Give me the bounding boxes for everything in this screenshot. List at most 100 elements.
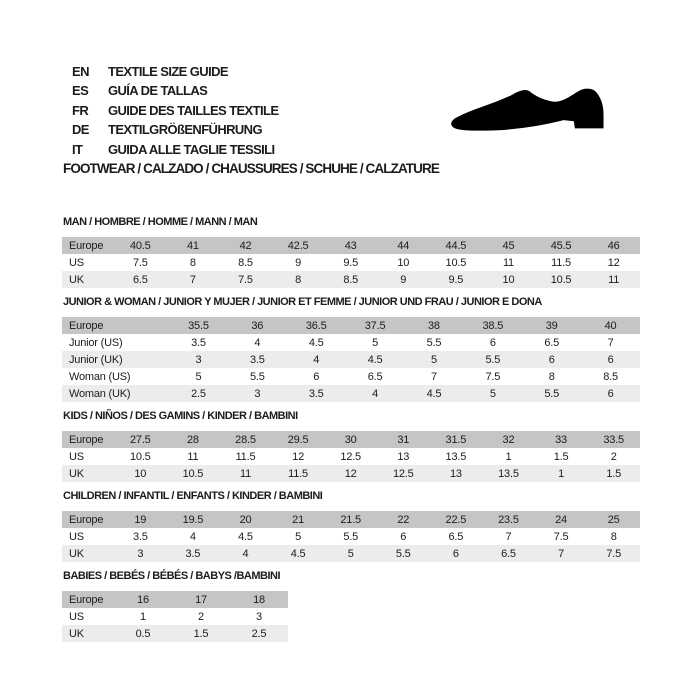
size-cell: 10 [114,465,167,482]
size-cell: 3.5 [191,336,206,349]
size-cell: 9.5 [343,256,359,269]
table-row: Junior (US) 3.5 4 4.5 5 5.5 6 6.5 7 [62,334,640,351]
lang-row-es: ES GUÍA DE TALLAS [72,81,278,100]
size-cell: 12.5 [376,465,430,482]
size-cell: 3.5 [166,545,220,562]
size-table-title: JUNIOR & WOMAN / JUNIOR Y MUJER / JUNIOR… [63,296,542,308]
table-row: US 7.5 8 8.5 9 9.5 10 10.5 11 11.5 12 [62,254,640,271]
size-cell: 5.5 [249,370,265,383]
size-cell: 2 [198,610,204,623]
table-row: Woman (UK) 2.5 3 3.5 4 4.5 5 5.5 6 [62,385,640,402]
size-cell: 31 [376,431,430,448]
row-label: UK [62,465,114,482]
size-cell: 44 [376,237,430,254]
lang-row-it: IT GUIDA ALLE TAGLIE TESSILI [72,140,278,159]
size-cell: 2 [610,450,617,463]
size-cell: 24 [534,511,588,528]
size-cell: 40 [581,317,640,334]
size-cell: 42 [219,237,272,254]
table-row: Europe 16 17 18 [62,591,288,608]
size-cell: 10.5 [445,256,467,269]
size-cell: 28 [166,431,220,448]
size-cell: 13 [429,465,483,482]
size-cell: 7.5 [553,530,569,543]
size-cell: 5 [463,385,523,402]
lang-label: GUÍA DE TALLAS [108,83,208,99]
row-label: Woman (UK) [62,385,169,402]
size-cell: 4 [254,336,261,349]
size-cell: 3 [169,351,228,368]
size-cell: 21.5 [324,511,377,528]
size-cell: 33 [534,431,588,448]
row-label: UK [62,545,114,562]
size-cell: 42.5 [271,237,325,254]
size-cell: 16 [114,591,172,608]
size-cell: 12 [607,256,620,269]
size-cell: 12 [292,450,304,463]
table-row: US 3.5 4 4.5 5 5.5 6 6.5 7 7.5 8 [62,528,640,545]
row-label: Junior (US) [69,336,123,349]
size-table-title: CHILDREN / INFANTIL / ENFANTS / KINDER /… [63,490,323,502]
row-label: Woman (US) [69,370,131,383]
row-label: Europe [62,591,114,608]
size-cell: 10 [482,271,535,288]
size-cell: 6.5 [114,271,167,288]
size-cell: 8 [271,271,325,288]
size-table: Europe 16 17 18 US 1 2 3 UK 0.5 1.5 2.5 [62,591,288,642]
size-table-section-3: CHILDREN / INFANTIL / ENFANTS / KINDER /… [62,490,642,562]
size-cell: 22.5 [429,511,483,528]
size-cell: 3 [114,545,167,562]
size-table-section-4: BABIES / BEBÉS / BÉBÉS / BABYS /BAMBINI E… [62,570,642,642]
size-cell: 12 [324,465,377,482]
dress-shoe-icon [451,88,604,131]
row-label: Europe [62,511,114,528]
size-cell: 9 [295,256,302,269]
row-label: US [69,450,84,463]
size-cell: 7 [607,336,614,349]
size-cell: 5.5 [522,385,582,402]
size-cell: 7.5 [485,370,501,383]
size-cell: 4.5 [238,530,253,543]
size-table-section-1: JUNIOR & WOMAN / JUNIOR Y MUJER / JUNIOR… [62,296,642,402]
size-cell: 6 [489,336,496,349]
size-cell: 6 [581,385,640,402]
size-cell: 19 [114,511,167,528]
size-cell: 1 [505,450,512,463]
size-cell: 29.5 [271,431,325,448]
size-cell: 43 [324,237,377,254]
size-cell: 10 [397,256,410,269]
size-cell: 46 [587,237,640,254]
lang-label: TEXTILGRÖßENFÜHRUNG [108,122,263,138]
size-cell: 37.5 [345,317,405,334]
size-cell: 4.5 [308,336,324,349]
size-cell: 38 [404,317,464,334]
size-cell: 4.5 [345,351,405,368]
lang-row-en: EN TEXTILE SIZE GUIDE [72,62,278,81]
size-cell: 6.5 [544,336,560,349]
size-table-title: KIDS / NIÑOS / DES GAMINS / KINDER / BAM… [63,410,298,422]
size-cell: 5 [295,530,302,543]
size-cell: 13 [397,450,410,463]
row-label: US [69,610,84,623]
size-cell: 8.5 [238,256,253,269]
size-cell: 5 [404,351,464,368]
size-cell: 6 [429,545,483,562]
size-cell: 28.5 [219,431,272,448]
size-cell: 0.5 [114,625,172,642]
lang-code: ES [72,83,89,99]
size-cell: 45.5 [534,237,588,254]
size-cell: 11 [587,271,640,288]
size-table: Europe 27.5 28 28.5 29.5 30 31 31.5 32 33 33.5 US 10… [62,431,640,482]
size-cell: 4 [345,385,405,402]
size-cell: 39 [522,317,582,334]
size-cell: 1 [140,610,146,623]
size-cell: 31.5 [429,431,483,448]
table-row: UK 0.5 1.5 2.5 [62,625,288,642]
lang-row-de: DE TEXTILGRÖßENFÜHRUNG [72,120,278,139]
lang-label: GUIDA ALLE TAGLIE TESSILI [108,141,275,157]
size-cell: 45 [482,237,535,254]
row-label: Junior (UK) [62,351,169,368]
size-tables: MAN / HOMBRE / HOMME / MANN / MAN Europe 4… [62,216,642,642]
size-cell: 20 [219,511,272,528]
size-cell: 5.5 [376,545,430,562]
